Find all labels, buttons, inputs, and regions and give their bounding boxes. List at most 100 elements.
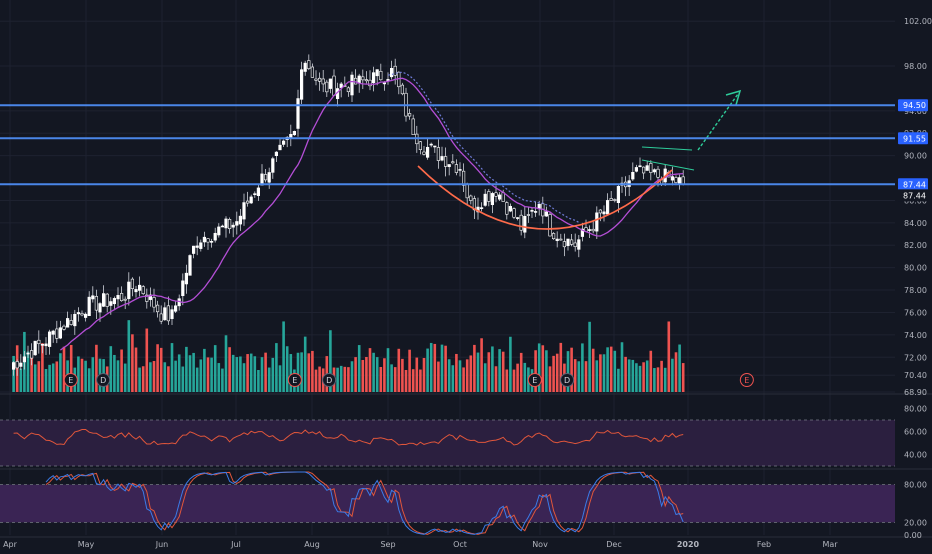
event-label: E [532,376,537,385]
price-tick-label: 70.40 [904,371,927,380]
event-label: D [326,376,332,385]
candle-body [577,239,581,250]
price-panel[interactable] [12,54,685,376]
candle-body [47,331,52,347]
candle-body [22,356,27,363]
candle-body [109,301,113,306]
candle-body [317,77,322,82]
volume-bar [581,343,584,392]
last-price-text: 87.44 [903,191,926,200]
volume-bar [451,365,455,392]
price-tick-label: 94.00 [904,107,927,116]
volume-bar [77,356,80,392]
time-axis[interactable]: Apr May Jun Jul Aug Sep Oct Nov Dec 2020 Feb Mar [3,540,838,549]
candle-body [670,176,674,181]
candle-body [397,71,401,88]
volume-bar [235,357,239,392]
volume-bar [19,368,23,392]
volume-bar [660,360,663,392]
candle-body [555,238,559,242]
volume-bar [80,358,84,392]
volume-bar [602,354,606,392]
candle-body [613,199,617,201]
volume-bar [674,352,678,392]
volume-bar [627,359,631,392]
candle-body [127,281,131,300]
stochastic-k-line [45,471,684,535]
volume-bar [390,364,393,392]
volume-bar [120,349,123,392]
event-label: E [68,376,73,385]
candle-body [508,206,513,212]
price-label-text: 94.50 [903,101,926,110]
horizontal-levels[interactable] [0,104,895,186]
candle-body [559,238,563,241]
volume-bar [51,363,55,392]
volume-bar [606,347,609,392]
candle-body [51,330,55,335]
candle-body [44,343,48,347]
candle-body [217,226,221,236]
candle-body [84,313,88,318]
target-arrow-head [725,89,742,106]
candle-body [332,75,336,96]
candle-body [174,305,178,312]
volume-bar [361,359,365,392]
rsi-panel[interactable] [0,419,895,467]
candle-body [443,156,448,167]
price-axis[interactable]: 102.0098.0094.0092.0090.0086.0084.0082.0… [898,17,932,540]
volume-bar [667,321,671,392]
volume-bar [573,359,577,392]
volume-bar [383,358,386,392]
volume-bar [411,369,415,392]
volume-bar [141,366,145,392]
candle-body [609,198,613,201]
time-tick-label: Jun [155,540,169,549]
volume-bar [217,363,221,392]
volume-bar [69,344,73,392]
last-price-box [898,189,928,202]
stochastic-panel[interactable] [0,471,895,535]
candle-body [548,214,552,237]
price-tick-label: 76.00 [904,308,927,317]
volume-bar [512,369,516,392]
candle-body [224,218,228,229]
candle-body [526,214,530,216]
annotations [417,89,742,230]
candle-body [339,83,343,88]
volume-bar [267,367,271,392]
volume-bar [365,356,368,392]
candle-body [310,66,315,78]
candle-body [393,65,397,76]
candle-body [195,245,199,248]
volume-bar [213,345,217,392]
volume-bar [429,342,433,392]
volume-bar [84,360,87,392]
price-tick-label: 98.00 [904,62,927,71]
candle-body [656,168,660,178]
volume-bar [138,367,141,392]
volume-bar [656,367,660,392]
volume-bar [444,345,447,392]
candle-body [55,328,59,339]
volume-bar [152,361,156,392]
candle-body [123,298,127,301]
candle-body [433,145,437,148]
volume-bar [289,354,293,392]
candle-body [328,78,333,89]
volume-bar [649,350,653,392]
candle-body [425,146,430,158]
candle-body [501,192,505,202]
candle-body [12,362,16,370]
volume-bar [426,348,429,392]
time-tick-label: Oct [453,540,467,549]
volume-bar [210,357,213,392]
volume-bar [537,343,541,392]
candle-body [105,293,109,307]
volume-bar [185,346,188,392]
candle-body [357,75,361,84]
volume-bar [570,347,573,392]
